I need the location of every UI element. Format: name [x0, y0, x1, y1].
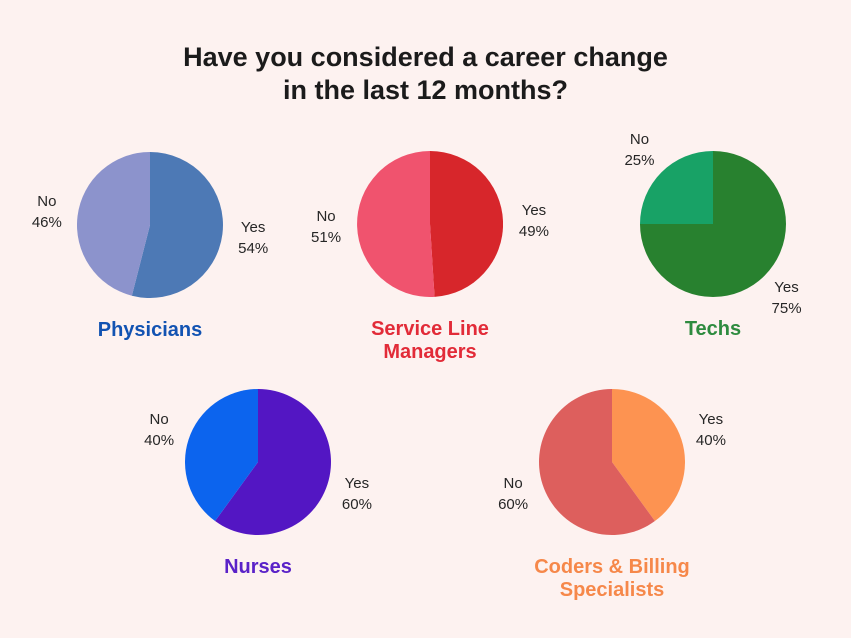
slice-label-yes: Yes 54%	[238, 217, 268, 259]
chart-title-line-2: in the last 12 months?	[282, 75, 569, 105]
slice-label-no: No 25%	[624, 129, 654, 171]
pie-slice-no	[539, 389, 655, 535]
pie-slice-yes	[430, 151, 503, 297]
slice-answer-text: No	[149, 410, 169, 428]
pie-group-label-line: Nurses	[224, 556, 292, 578]
slice-answer-text: Yes	[774, 278, 799, 296]
pie-group-label-line: Managers	[383, 341, 477, 363]
pie-slice-yes	[131, 152, 223, 298]
pie-group-label-line: Service Line	[371, 318, 489, 340]
pie-chart	[357, 151, 503, 297]
slice-answer-text: Yes	[344, 475, 370, 493]
pie-group-label: Physicians	[0, 319, 330, 342]
pie-chart	[185, 389, 331, 535]
pie-chart	[539, 389, 685, 535]
slice-answer-text: Yes	[240, 219, 266, 237]
slice-percent-text: 40%	[144, 431, 175, 449]
slice-label-no: No 51%	[311, 206, 341, 248]
pie-group-label-line: Specialists	[559, 579, 665, 601]
slice-label-yes: Yes 60%	[342, 473, 372, 515]
slice-percent-text: 49%	[518, 222, 549, 240]
slice-percent-text: 60%	[341, 496, 372, 514]
pie-group-label: Coders & Billing Specialists	[432, 556, 792, 602]
slice-percent-text: 25%	[624, 152, 655, 170]
slice-answer-text: No	[37, 192, 57, 210]
slice-percent-text: 54%	[238, 240, 269, 258]
pie-chart	[77, 152, 223, 298]
slice-label-no: No 40%	[144, 409, 174, 451]
pie-group-label-line: Techs	[684, 318, 742, 340]
pie-slice-yes	[612, 389, 685, 522]
pie-group-label: Service Line Managers	[250, 318, 610, 364]
slice-answer-text: No	[629, 131, 650, 149]
slice-answer-text: No	[316, 208, 336, 226]
pie-group-label-line: Physicians	[97, 319, 203, 341]
slice-answer-text: Yes	[521, 201, 547, 219]
pie-group-label: Techs	[533, 318, 851, 341]
slice-answer-text: No	[503, 475, 523, 493]
pie-slice-no	[357, 151, 435, 297]
pie-chart	[640, 151, 786, 297]
slice-label-yes: Yes 75%	[772, 277, 802, 319]
pie-slice-yes	[215, 389, 331, 535]
slice-percent-text: 40%	[695, 431, 726, 449]
chart-title-line-1: Have you considered a career change	[183, 42, 668, 72]
pie-group-label-line: Coders & Billing	[534, 556, 690, 578]
pie-slice-no	[640, 151, 713, 224]
slice-percent-text: 51%	[311, 229, 342, 247]
slice-label-yes: Yes 49%	[519, 200, 549, 242]
slice-label-no: No 46%	[32, 191, 62, 233]
slice-label-yes: Yes 40%	[696, 409, 726, 451]
chart-title: Have you considered a career change in t…	[0, 41, 851, 107]
pie-group-label: Nurses	[78, 556, 438, 579]
slice-label-no: No 60%	[498, 473, 528, 515]
pie-slice-no	[185, 389, 258, 522]
pie-slice-no	[77, 152, 150, 296]
slice-answer-text: Yes	[698, 410, 724, 428]
slice-percent-text: 75%	[771, 299, 802, 317]
slice-percent-text: 46%	[31, 213, 62, 231]
slice-percent-text: 60%	[498, 496, 529, 514]
